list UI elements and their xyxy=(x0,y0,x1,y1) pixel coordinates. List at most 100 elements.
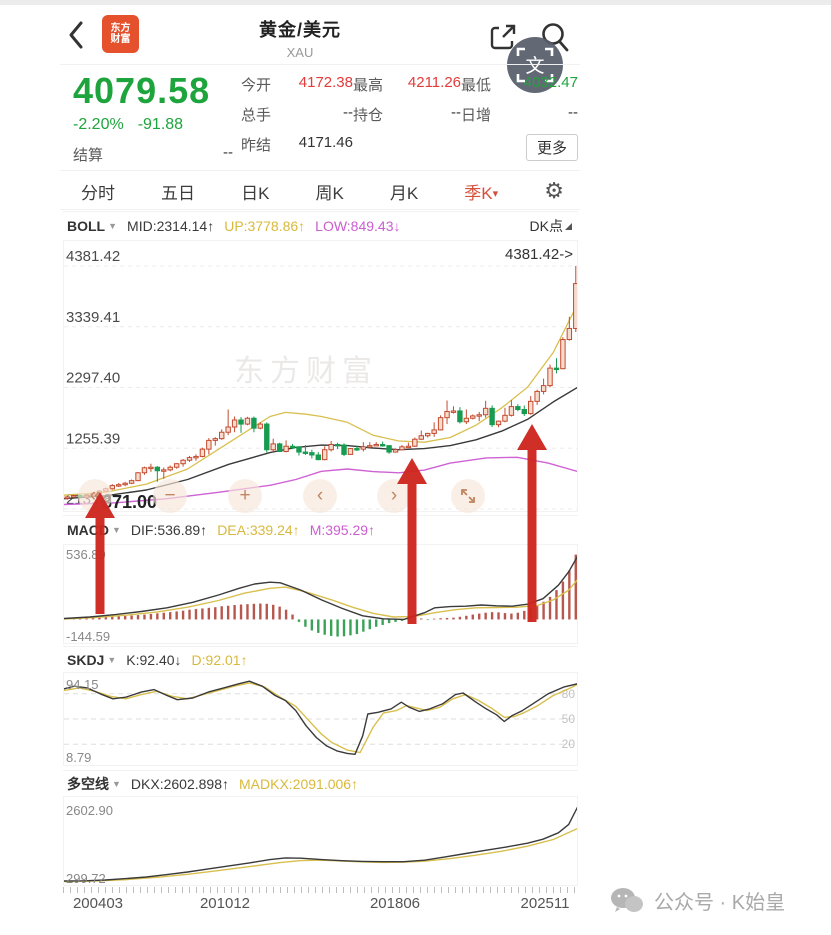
svg-text:8.79: 8.79 xyxy=(66,750,91,765)
header-title-block: 黄金/美元 XAU xyxy=(180,16,420,60)
nav-pan-left-button[interactable]: ‹ xyxy=(303,479,337,513)
quote-field-label: 持仓 xyxy=(353,107,384,124)
x-axis-labels: 200403 201012 201806 202511 xyxy=(63,895,578,915)
change-percent: -2.20% xyxy=(73,116,124,133)
indicator-value: D:92.01↑ xyxy=(191,651,248,668)
translate-float-button[interactable]: 文 xyxy=(506,36,564,94)
quote-panel: 4079.58 -2.20% -91.88 结算 -- 今开 4172.38 最高 4… xyxy=(63,70,578,168)
quote-field-label: 最高 xyxy=(353,77,384,94)
svg-text:东方财富: 东方财富 xyxy=(234,355,378,388)
settle-label: 结算 xyxy=(73,147,104,164)
indicator-value: MADKX:2091.006↑ xyxy=(239,775,359,792)
svg-text:1255.39: 1255.39 xyxy=(66,430,120,447)
tabs-divider xyxy=(60,209,580,210)
credit-watermark: 公众号 · K始皇 xyxy=(610,886,785,915)
tab-季K[interactable]: 季K▾ xyxy=(464,183,499,203)
indicator-value: LOW:849.43↓ xyxy=(315,218,401,234)
main-candlestick-chart[interactable]: 4381.423339.412297.401255.39213.38东方财富43… xyxy=(63,240,578,512)
nav-rewind-button[interactable]: « xyxy=(78,479,112,513)
dropdown-caret-icon: ▼ xyxy=(112,778,121,789)
tab-分时[interactable]: 分时 xyxy=(81,183,115,203)
logo-line2: 财富 xyxy=(110,34,131,45)
dropdown-caret-icon: ▼ xyxy=(107,654,117,665)
x-axis-ticks xyxy=(63,887,578,893)
indicator-name-text: MACD xyxy=(67,522,109,538)
tab-周K[interactable]: 周K xyxy=(315,183,344,203)
tab-caret-icon: ▾ xyxy=(492,187,499,200)
quote-field-label: 最低 xyxy=(461,77,492,94)
skdj-header: SKDJ ▼ K:92.40↓ D:92.01↑ xyxy=(63,646,578,672)
price-change: -2.20% -91.88 xyxy=(73,116,183,134)
indicator-value: K:92.40↓ xyxy=(126,651,182,668)
quote-field-label: 总手 xyxy=(241,107,272,124)
indicator-value: DIF:536.89↑ xyxy=(130,522,208,538)
nav-zoom-out-button[interactable]: − xyxy=(153,479,187,513)
quote-cell: 总手 -- xyxy=(241,104,353,125)
top-edge-divider xyxy=(0,0,831,5)
quote-cell: 今开 4172.38 xyxy=(241,74,353,95)
tab-月K[interactable]: 月K xyxy=(389,183,419,203)
svg-text:2602.90: 2602.90 xyxy=(66,803,113,818)
quote-field-value: 4171.46 xyxy=(298,134,353,151)
search-icon[interactable] xyxy=(538,20,572,54)
quote-cell-empty xyxy=(353,134,461,161)
x-axis-label: 202511 xyxy=(520,895,570,912)
dk-point-button[interactable]: DK点 xyxy=(530,216,578,236)
boll-header: BOLL ▼ MID:2314.14↑ UP:3778.86↑ LOW:849.43↓ D… xyxy=(63,211,578,240)
back-button[interactable] xyxy=(66,20,86,50)
x-axis-label: 201012 xyxy=(199,895,251,912)
dropdown-caret-icon: ▼ xyxy=(112,525,121,535)
x-axis-label: 201806 xyxy=(369,895,421,912)
header-divider xyxy=(60,64,580,65)
tab-日K[interactable]: 日K xyxy=(241,183,270,203)
dk-point-triangle-icon xyxy=(565,222,572,230)
quote-cell: 最高 4211.26 xyxy=(353,74,461,95)
dkx-chart[interactable]: 2602.90 299.72 xyxy=(63,796,578,886)
share-icon[interactable] xyxy=(486,20,520,54)
indicator-name[interactable]: SKDJ ▼ xyxy=(67,652,116,668)
change-absolute: -91.88 xyxy=(137,116,184,133)
last-price: 4079.58 xyxy=(73,70,211,111)
indicator-value: M:395.29↑ xyxy=(309,522,376,538)
quote-field-value: -- xyxy=(568,104,578,121)
nav-expand-button[interactable] xyxy=(451,479,485,513)
wechat-icon xyxy=(611,887,643,912)
settle-row: 结算 -- xyxy=(73,144,233,165)
indicator-value: MID:2314.14↑ xyxy=(127,218,215,234)
svg-text:299.72: 299.72 xyxy=(66,871,106,886)
quote-field-label: 昨结 xyxy=(241,137,272,154)
quote-field-label: 今开 xyxy=(241,77,272,94)
indicator-name[interactable]: MACD ▼ xyxy=(67,522,121,538)
indicator-name-text: BOLL xyxy=(67,218,106,234)
indicator-name[interactable]: BOLL ▼ xyxy=(67,218,117,234)
svg-text:20: 20 xyxy=(562,737,576,751)
more-button[interactable]: 更多 xyxy=(525,134,578,161)
translate-glyph: 文 xyxy=(525,55,544,77)
logo-line1: 东方 xyxy=(110,22,131,34)
x-axis-label: 200403 xyxy=(72,895,124,912)
quote-field-value: -- xyxy=(451,104,461,121)
svg-text:3339.41: 3339.41 xyxy=(66,309,120,326)
svg-text:-144.59: -144.59 xyxy=(66,629,110,644)
page-subtitle: XAU xyxy=(286,45,314,60)
macd-header: MACD ▼ DIF:536.89↑ DEA:339.24↑ M:395.29↑ xyxy=(63,515,578,544)
tab-五日[interactable]: 五日 xyxy=(161,183,196,203)
settle-value: -- xyxy=(223,144,233,161)
dk-point-label: DK点 xyxy=(529,218,563,234)
period-tab-bar: 分时 五日 日K 周K 月K 季K▾ ⚙ xyxy=(63,174,578,208)
settings-gear-icon[interactable]: ⚙ xyxy=(544,178,564,203)
quote-grid: 今开 4172.38 最高 4211.26 最低 4032.47 总手 -- 持仓 -- 日增 -- 昨… xyxy=(241,74,578,161)
indicator-name[interactable]: 多空线 ▼ xyxy=(67,774,121,794)
quote-field-value: -- xyxy=(343,104,353,121)
indicator-name-text: SKDJ xyxy=(67,651,105,668)
nav-pan-right-button[interactable]: › xyxy=(377,479,411,513)
quote-field-value: 4211.26 xyxy=(407,74,461,91)
credit-text: 公众号 · K始皇 xyxy=(654,892,786,914)
indicator-value: DEA:339.24↑ xyxy=(217,522,300,538)
nav-zoom-in-button[interactable]: + xyxy=(228,479,262,513)
macd-chart[interactable]: 536.89 -144.59 xyxy=(63,544,578,644)
indicator-name-text: 多空线 xyxy=(67,775,109,792)
page-title: 黄金/美元 xyxy=(258,20,341,40)
quote-field-label: 日增 xyxy=(461,107,492,124)
